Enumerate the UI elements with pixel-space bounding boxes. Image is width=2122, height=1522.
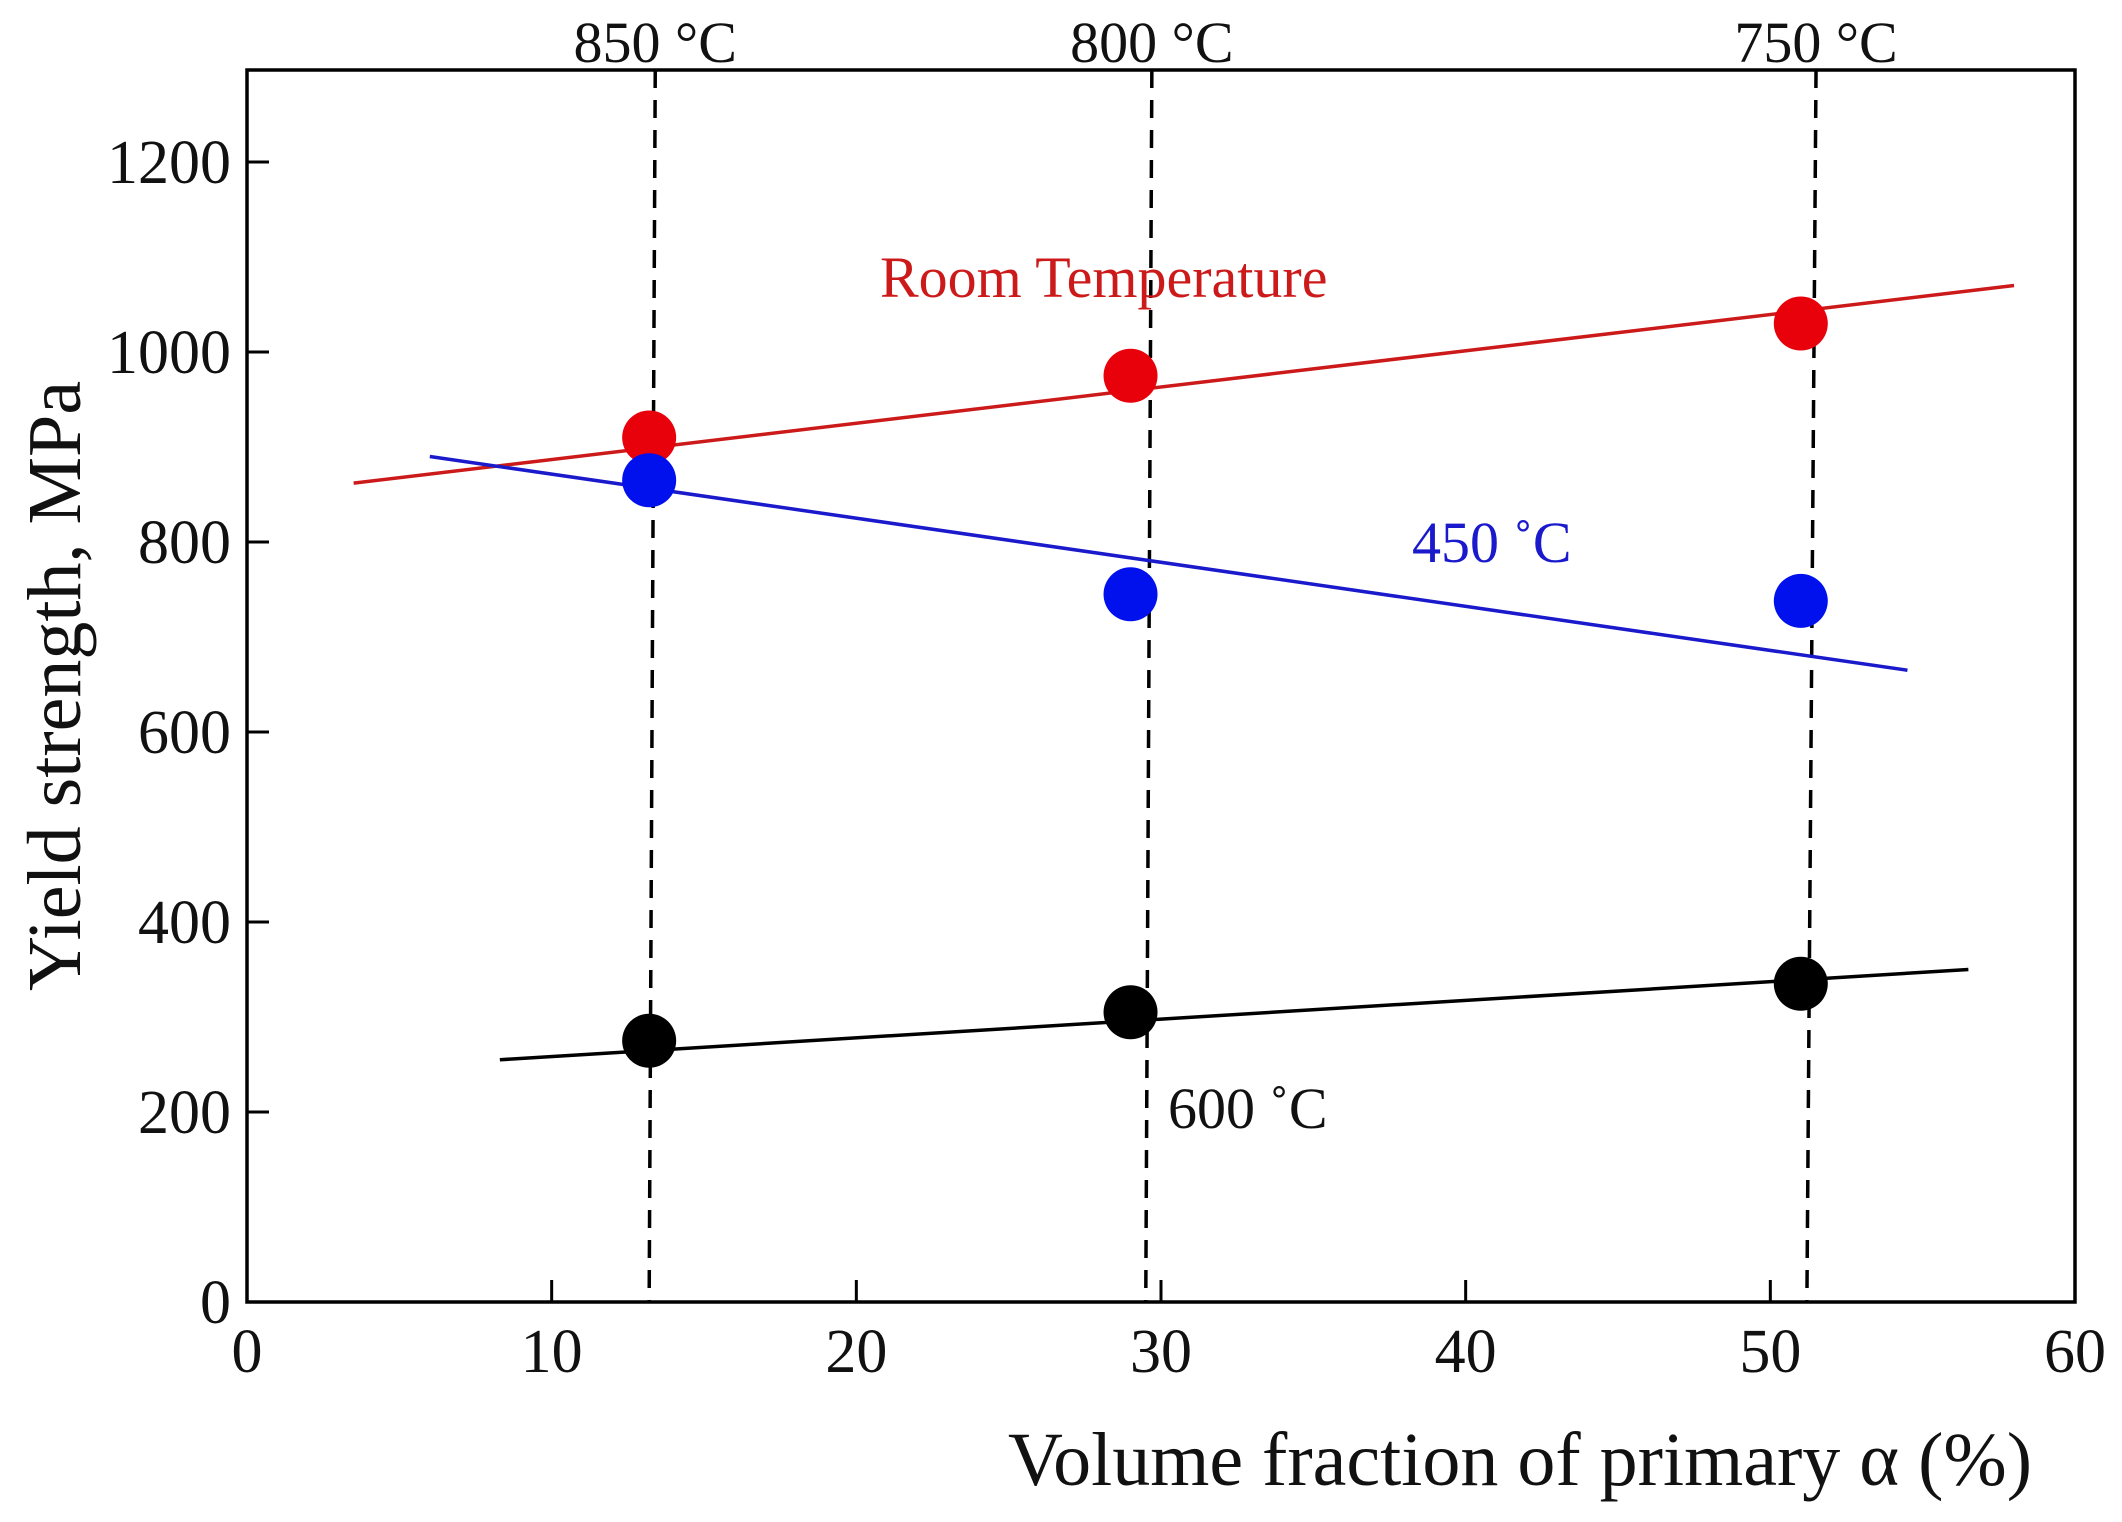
x-tick-label-60: 60 (2044, 1318, 2106, 1386)
series-label-600c: 600 ˚C (1168, 1076, 1328, 1141)
x-tick-label-30: 30 (1130, 1318, 1192, 1386)
data-point-series-0-1 (1103, 348, 1158, 403)
temperature-dashed-line-1 (1144, 69, 1154, 1303)
temperature-label-0: 850 °C (574, 10, 737, 75)
data-points (622, 296, 1828, 1068)
y-tick-label-1200: 1200 (107, 129, 231, 197)
data-point-series-2-2 (1773, 956, 1828, 1011)
temperature-dashed-line-0 (647, 69, 658, 1303)
data-point-series-2-0 (622, 1013, 677, 1068)
plot-area-frame (245, 68, 2077, 1304)
data-point-series-0-2 (1773, 296, 1828, 351)
x-tick-label-40: 40 (1435, 1318, 1497, 1386)
temperature-dashed-line-2 (1805, 69, 1818, 1303)
temperature-dashed-lines (647, 69, 1818, 1303)
trend-line-series-1 (429, 454, 1908, 672)
y-tick-label-0: 0 (200, 1269, 231, 1337)
y-tick-label-1000: 1000 (107, 319, 231, 387)
axis-ticks (245, 160, 2077, 1304)
y-tick-label-400: 400 (138, 889, 231, 957)
x-tick-label-10: 10 (521, 1318, 583, 1386)
series-label-room-temperature: Room Temperature (880, 245, 1327, 310)
x-tick-label-20: 20 (825, 1318, 887, 1386)
x-tick-label-0: 0 (232, 1318, 263, 1386)
data-point-series-1-0 (622, 453, 677, 508)
temperature-label-1: 800 °C (1070, 10, 1233, 75)
trend-line-series-2 (499, 967, 1969, 1062)
temperature-labels: 850 °C 800 °C 750 °C (574, 10, 1898, 75)
x-tick-label-50: 50 (1739, 1318, 1801, 1386)
y-tick-label-800: 800 (138, 509, 231, 577)
y-tick-label-600: 600 (138, 699, 231, 767)
data-point-series-2-1 (1103, 985, 1158, 1040)
series-label-450c: 450 ˚C (1412, 510, 1572, 575)
temperature-label-2: 750 °C (1734, 10, 1897, 75)
data-point-series-0-0 (622, 410, 677, 465)
data-point-series-1-2 (1773, 573, 1828, 628)
data-point-series-1-1 (1103, 567, 1158, 622)
y-axis-title: Yield strength, MPa (13, 381, 97, 991)
x-axis-title: Volume fraction of primary α (%) (1008, 1418, 2032, 1502)
y-tick-label-200: 200 (138, 1079, 231, 1147)
